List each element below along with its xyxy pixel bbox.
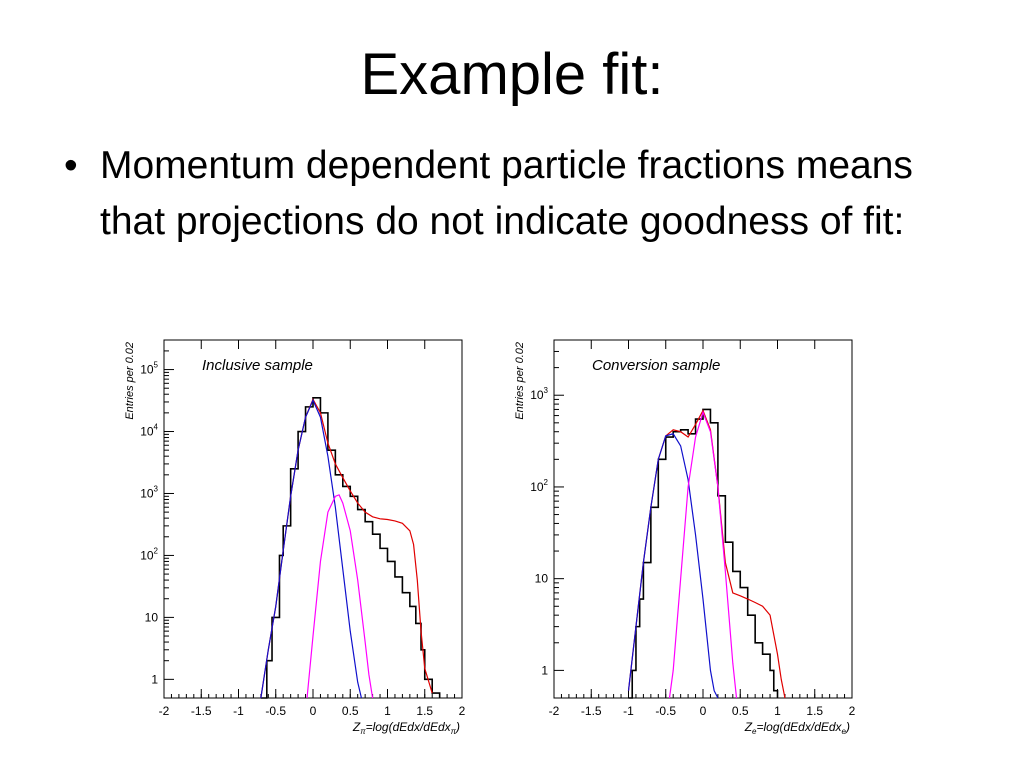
x-tick-label: 1 — [774, 704, 781, 718]
x-tick-label: 0.5 — [342, 704, 359, 718]
x-tick-label: 1.5 — [806, 704, 823, 718]
x-tick-label: -0.5 — [655, 704, 676, 718]
series-fit-total — [627, 409, 786, 699]
x-axis-label: Zπ=log(dEdx/dEdxπ) — [352, 720, 460, 736]
bullet-text: Momentum dependent particle fractions me… — [100, 144, 913, 243]
x-tick-label: 1 — [384, 704, 391, 718]
series-component-1 — [260, 398, 363, 699]
x-tick-label: -1 — [233, 704, 244, 718]
chart-title: Inclusive sample — [202, 357, 313, 374]
y-tick-label: 105 — [140, 361, 158, 377]
y-tick-label: 102 — [530, 478, 548, 494]
x-tick-label: -1.5 — [581, 704, 602, 718]
y-tick-label: 103 — [530, 386, 548, 402]
x-axis-label: Ze=log(dEdx/dEdxe) — [744, 720, 850, 736]
series-fit-total — [260, 398, 433, 699]
x-tick-label: -0.5 — [265, 704, 286, 718]
x-tick-label: 2 — [849, 704, 856, 718]
x-tick-label: 0.5 — [732, 704, 749, 718]
y-tick-label: 104 — [140, 423, 158, 439]
x-tick-label: 1.5 — [416, 704, 433, 718]
series-component-1 — [627, 433, 719, 699]
y-tick-label: 10 — [145, 610, 159, 624]
series-component-2 — [306, 494, 374, 699]
y-tick-label: 10 — [535, 572, 549, 586]
y-tick-label: 102 — [140, 546, 158, 562]
chart-title: Conversion sample — [592, 357, 720, 374]
slide-title: Example fit: — [360, 42, 664, 107]
x-tick-label: -2 — [549, 704, 560, 718]
plot-frame — [553, 339, 853, 699]
plot-inclusive-sample: -2 -1.5 -1 -0.5 0 0.5 1 1.5 2 1 10 102 103 104 105 Incl… — [120, 334, 480, 754]
y-tick-label: 103 — [140, 484, 158, 500]
series-data — [628, 408, 779, 699]
series-data — [260, 397, 441, 699]
x-tick-label: -1.5 — [191, 704, 212, 718]
series-component-2 — [668, 410, 738, 699]
plot-frame — [163, 339, 463, 699]
bullet-marker: • — [64, 144, 78, 187]
chart-svg: -2 -1.5 -1 -0.5 0 0.5 1 1.5 2 1 10 102 103 104 105 Incl… — [124, 339, 466, 736]
x-tick-label: -1 — [623, 704, 634, 718]
bullet-item: • Momentum dependent particle fractions … — [60, 138, 960, 250]
bullet-list: • Momentum dependent particle fractions … — [60, 138, 960, 250]
y-tick-label: 1 — [151, 672, 158, 686]
x-tick-label: -2 — [159, 704, 170, 718]
chart-svg: -2 -1.5 -1 -0.5 0 0.5 1 1.5 2 1 10 102 103 Conversion… — [514, 339, 856, 736]
x-tick-label: 2 — [459, 704, 466, 718]
y-axis-label: Entries per 0.02 — [124, 342, 136, 420]
x-tick-label: 0 — [310, 704, 317, 718]
y-tick-label: 1 — [541, 663, 548, 677]
y-axis-label: Entries per 0.02 — [514, 342, 526, 420]
plot-conversion-sample: -2 -1.5 -1 -0.5 0 0.5 1 1.5 2 1 10 102 103 Conversion… — [510, 334, 870, 754]
x-tick-label: 0 — [700, 704, 707, 718]
